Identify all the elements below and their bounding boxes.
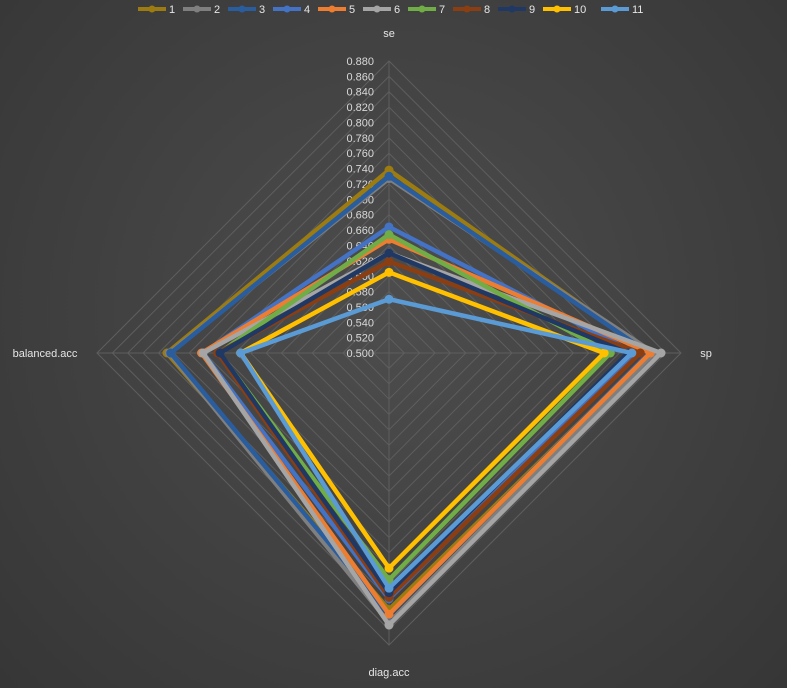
series-point: [384, 248, 394, 258]
legend-label: 4: [304, 4, 310, 16]
legend-swatch-marker: [611, 5, 619, 13]
series-point: [384, 171, 394, 181]
series-point: [384, 609, 394, 619]
legend-label: 6: [394, 4, 400, 16]
legend-item-8: 8: [453, 4, 490, 16]
legend-swatch-marker: [418, 5, 426, 13]
axis-label-balanced-acc: balanced.acc: [13, 348, 78, 360]
tick-label: 0.840: [346, 87, 374, 99]
tick-label: 0.820: [346, 102, 374, 114]
series-point: [627, 348, 637, 358]
legend-item-1: 1: [138, 4, 175, 16]
legend-item-7: 7: [408, 4, 445, 16]
tick-label: 0.800: [346, 117, 374, 129]
legend-swatch-marker: [193, 5, 201, 13]
legend-swatch-marker: [148, 5, 156, 13]
legend-label: 3: [259, 4, 265, 16]
tick-label: 0.780: [346, 133, 374, 145]
legend-item-3: 3: [228, 4, 265, 16]
series-point: [166, 348, 176, 358]
legend-swatch-marker: [328, 5, 336, 13]
series-line: [238, 270, 607, 571]
legend-swatch-marker: [553, 5, 561, 13]
legend-label: 1: [169, 4, 175, 16]
axis-label-se: se: [383, 28, 395, 40]
series-point: [635, 348, 645, 358]
series-point: [384, 583, 394, 593]
series-point: [384, 294, 394, 304]
series-point: [215, 348, 225, 358]
series-11: [236, 294, 637, 593]
legend-swatch-marker: [238, 5, 246, 13]
legend-label: 11: [632, 4, 643, 16]
legend-item-6: 6: [363, 4, 400, 16]
series-point: [384, 267, 394, 277]
legend-swatch-marker: [463, 5, 471, 13]
legend-item-9: 9: [498, 4, 535, 16]
series-point: [384, 222, 394, 232]
series-point: [236, 348, 246, 358]
tick-label: 0.520: [346, 333, 374, 345]
legend-label: 10: [574, 4, 586, 16]
tick-label: 0.740: [346, 164, 374, 176]
radar-grid: [96, 60, 682, 646]
legend-label: 9: [529, 4, 535, 16]
series-point: [599, 348, 609, 358]
axis-label-diag-acc: diag.acc: [369, 667, 410, 679]
legend-item-4: 4: [273, 4, 310, 16]
legend-item-2: 2: [183, 4, 220, 16]
radar-series: [162, 165, 666, 630]
axis-label-sp: sp: [700, 348, 712, 360]
tick-label: 0.660: [346, 225, 374, 237]
radar-axis-labels: se sp diag.acc balanced.acc: [13, 28, 712, 679]
tick-label: 0.500: [346, 348, 374, 360]
tick-label: 0.540: [346, 317, 374, 329]
legend-label: 5: [349, 4, 355, 16]
series-point: [198, 348, 208, 358]
legend-label: 2: [214, 4, 220, 16]
legend-item-10: 10: [543, 4, 586, 16]
series-point: [384, 563, 394, 573]
legend-item-5: 5: [318, 4, 355, 16]
tick-label: 0.860: [346, 71, 374, 83]
series-point: [384, 257, 394, 267]
series-point: [384, 230, 394, 240]
tick-label: 0.760: [346, 148, 374, 160]
legend-label: 8: [484, 4, 490, 16]
legend-swatch-marker: [508, 5, 516, 13]
legend-label: 7: [439, 4, 445, 16]
chart-legend: 1 2 3 4 5 6 7 8 9 10 11: [138, 4, 643, 16]
tick-label: 0.880: [346, 56, 374, 68]
series-point: [384, 620, 394, 630]
series-point: [656, 348, 666, 358]
legend-swatch-marker: [373, 5, 381, 13]
legend-item-11: 11: [601, 4, 643, 16]
legend-swatch-marker: [283, 5, 291, 13]
tick-label: 0.680: [346, 210, 374, 222]
